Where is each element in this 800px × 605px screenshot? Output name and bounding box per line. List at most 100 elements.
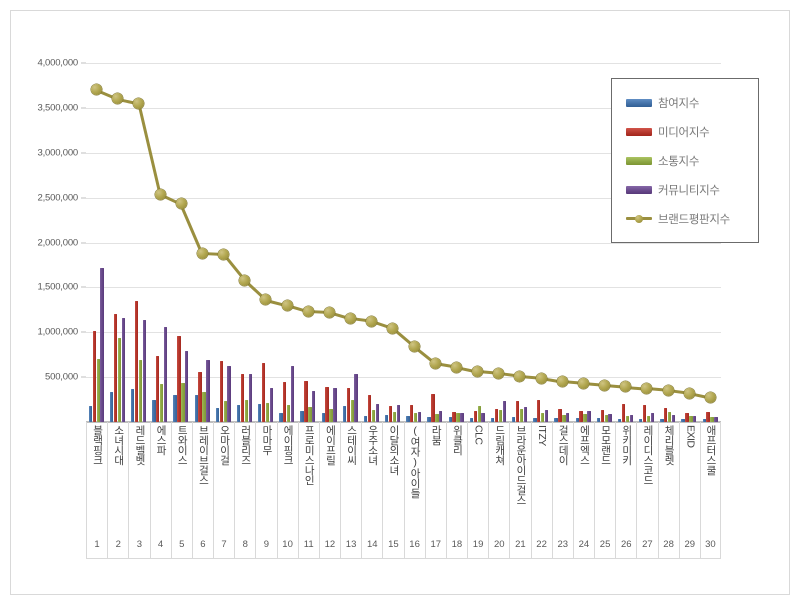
line-marker bbox=[556, 376, 568, 388]
bar-group bbox=[150, 63, 171, 422]
x-axis-category-label: 이달의소녀 bbox=[387, 425, 400, 475]
line-marker bbox=[387, 323, 399, 335]
line-marker bbox=[641, 383, 653, 395]
gridline bbox=[86, 287, 721, 289]
bar-2 bbox=[498, 410, 503, 422]
x-axis-category-cell: EXID 29 bbox=[678, 422, 700, 558]
bar-3 bbox=[185, 351, 189, 422]
x-axis-category-label: 프로미스나인 bbox=[303, 425, 316, 485]
x-axis-category-label: 위키미키 bbox=[620, 425, 633, 465]
bar-0 bbox=[131, 388, 135, 422]
bar-group bbox=[636, 63, 657, 422]
x-axis-category-cell: 스테이씨 13 bbox=[340, 422, 361, 558]
x-axis-category-cell: 위키미키 26 bbox=[615, 422, 636, 558]
x-axis-rank-label: 20 bbox=[493, 539, 505, 550]
legend-item-label: 참여지수 bbox=[658, 97, 700, 110]
y-axis-tick-mark bbox=[81, 286, 86, 288]
bar-0 bbox=[490, 417, 495, 422]
y-axis-tick-label: 1,000,000 bbox=[37, 326, 79, 338]
bar-3 bbox=[523, 406, 528, 422]
bar-2 bbox=[583, 414, 587, 422]
bar-1 bbox=[642, 404, 647, 422]
bar-1 bbox=[304, 380, 308, 422]
bar-1 bbox=[452, 412, 456, 422]
x-axis-category-label: 에이프릴 bbox=[324, 425, 337, 465]
bar-3 bbox=[121, 317, 125, 422]
chart-frame: 500,000 1,000,000 1,500,000 2,000,000 2,500,… bbox=[10, 10, 790, 595]
bar-1 bbox=[410, 404, 414, 422]
legend-item-3[interactable]: 커뮤니티지수 bbox=[612, 175, 758, 204]
bar-group bbox=[509, 63, 530, 422]
bar-3 bbox=[693, 415, 697, 422]
bar-1 bbox=[664, 407, 668, 422]
line-marker bbox=[281, 299, 293, 311]
line-marker bbox=[196, 247, 208, 259]
x-axis-category-label: 라붐 bbox=[430, 425, 443, 445]
bar-0 bbox=[173, 395, 177, 422]
legend-item-2[interactable]: 소통지수 bbox=[612, 146, 758, 175]
line-marker bbox=[154, 188, 166, 200]
x-axis-rank-label: 6 bbox=[200, 539, 206, 550]
line-marker bbox=[91, 84, 103, 96]
x-axis-category-label: 에스파 bbox=[155, 425, 168, 455]
x-axis-category-cell: 에프엑스 24 bbox=[572, 422, 594, 558]
x-axis-category-label: 스테이씨 bbox=[345, 425, 358, 465]
bar-0 bbox=[258, 404, 262, 422]
bar-1 bbox=[113, 314, 118, 422]
line-marker bbox=[366, 315, 378, 327]
bar-3 bbox=[502, 401, 506, 422]
bar-0 bbox=[152, 399, 156, 422]
bar-0 bbox=[88, 405, 93, 422]
line-marker bbox=[323, 307, 335, 318]
bar-3 bbox=[227, 366, 231, 422]
bar-1 bbox=[706, 412, 710, 422]
line-marker bbox=[345, 313, 357, 325]
bar-2 bbox=[117, 337, 122, 422]
bar-0 bbox=[406, 416, 410, 422]
x-axis-category-cell: 걸스데이 23 bbox=[551, 422, 573, 558]
bar-group bbox=[425, 63, 446, 422]
x-axis-category-label: 에프엑스 bbox=[578, 425, 591, 465]
x-axis-category-cell: 우주소녀 14 bbox=[361, 422, 382, 558]
x-axis-category-cell: 소녀시대 2 bbox=[107, 422, 128, 558]
bar-3 bbox=[163, 326, 168, 422]
line-marker bbox=[662, 385, 674, 397]
line-segment bbox=[180, 203, 204, 254]
bar-0 bbox=[342, 406, 347, 422]
bar-1 bbox=[198, 371, 202, 422]
x-axis-category-cell: 에이핑크 10 bbox=[276, 422, 298, 558]
bar-2 bbox=[689, 416, 693, 422]
line-marker bbox=[218, 248, 230, 260]
x-axis-category-cell: 프로미스나인 11 bbox=[297, 422, 319, 558]
y-axis-tick-label: 500,000 bbox=[45, 371, 78, 383]
bar-2 bbox=[96, 359, 100, 422]
x-axis-rank-label: 11 bbox=[303, 539, 314, 550]
x-axis-category-label: 러블리즈 bbox=[239, 425, 252, 465]
line-marker bbox=[620, 381, 632, 393]
bar-3 bbox=[354, 373, 358, 422]
bar-1 bbox=[494, 408, 499, 422]
legend-item-4[interactable]: 브랜드평판지수 bbox=[612, 204, 758, 233]
x-axis-category-cell: 체리블렛 28 bbox=[657, 422, 679, 558]
bar-2 bbox=[329, 408, 333, 422]
legend-item-0[interactable]: 참여지수 bbox=[612, 88, 758, 117]
y-axis-tick-mark bbox=[81, 107, 86, 109]
x-axis-category-cell: CLC 19 bbox=[467, 422, 488, 558]
bar-group bbox=[658, 63, 679, 422]
x-axis-category-cell: 마마무 9 bbox=[255, 422, 276, 558]
bar-group bbox=[192, 63, 213, 422]
x-axis-category-cell: ITZY 22 bbox=[530, 422, 552, 558]
x-axis-rank-label: 19 bbox=[472, 539, 484, 550]
bar-3 bbox=[629, 414, 633, 422]
bar-group bbox=[213, 63, 234, 422]
bar-0 bbox=[554, 418, 558, 422]
bar-3 bbox=[608, 413, 612, 422]
y-axis-tick-mark bbox=[81, 376, 86, 378]
x-axis-rank-label: 16 bbox=[409, 539, 420, 550]
bar-group bbox=[382, 63, 403, 422]
x-axis-category-label: 위클리 bbox=[451, 425, 464, 455]
bar-1 bbox=[558, 409, 562, 422]
bar-swatch-purple-icon bbox=[626, 185, 652, 194]
legend-item-1[interactable]: 미디어지수 bbox=[612, 117, 758, 146]
